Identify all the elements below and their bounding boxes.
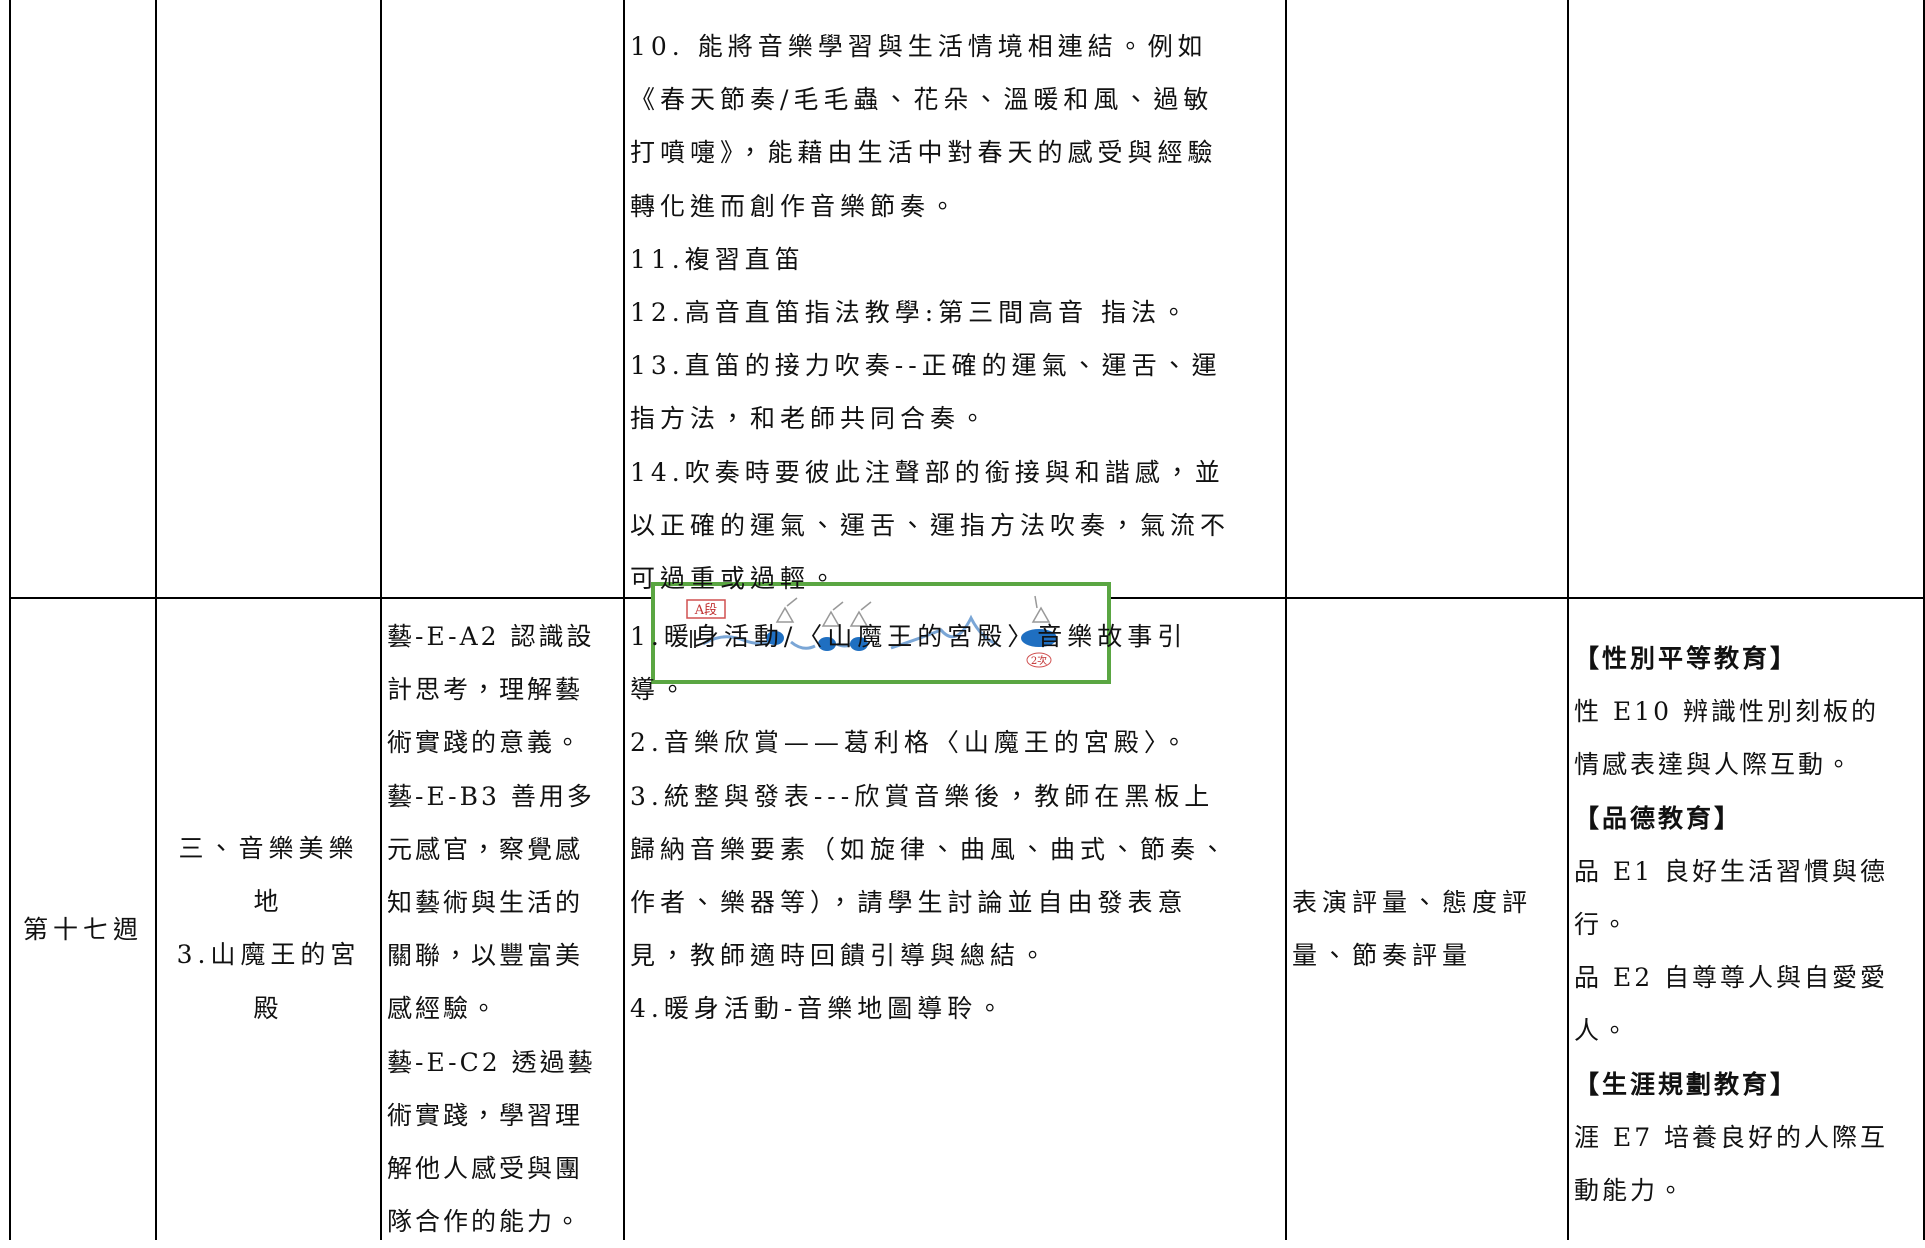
section-tag bbox=[686, 599, 726, 619]
cell-text: 地 bbox=[253, 887, 284, 917]
cell-text: 指方法，和老師共同合奏。 bbox=[630, 404, 991, 434]
note bbox=[818, 637, 836, 651]
cell-text: 13.直笛的接力吹奏--正確的運氣、運舌、運 bbox=[630, 351, 1222, 381]
note bbox=[766, 631, 784, 645]
cell-text: 藝-E-A2 認識設 bbox=[387, 622, 595, 651]
cell-text: 打噴嚏》，能藉由生活中對春天的感受與經驗 bbox=[630, 138, 1218, 168]
melody-line bbox=[790, 640, 816, 650]
cell-text: 10. 能將音樂學習與生活情境相連結。例如 bbox=[630, 32, 1208, 61]
figure-label: A段 bbox=[694, 603, 717, 618]
border bbox=[1567, 0, 1569, 1240]
repeat-tag bbox=[1026, 652, 1052, 668]
cell-text: 量、節奏評量 bbox=[1292, 941, 1473, 971]
cell-text: 品 E2 自尊尊人與自愛愛 bbox=[1574, 963, 1889, 993]
cell-text: 術實踐的意義。 bbox=[387, 728, 584, 758]
cell-text: 見，教師適時回饋引導與總結。 bbox=[630, 941, 1051, 971]
cell-text: 可過重或過輕。 bbox=[630, 564, 841, 593]
cell-text: 隊合作的能力。 bbox=[387, 1207, 584, 1237]
cell-text: 1.暖身活動/〈山魔王的宮殿〉音樂故事引 bbox=[630, 622, 1188, 651]
border bbox=[155, 0, 157, 1240]
cell-text: 表演評量、態度評 bbox=[1292, 888, 1533, 917]
cell-text: 歸納音樂要素（如旋律、曲風、曲式、節奏、 bbox=[630, 834, 1231, 864]
border bbox=[380, 0, 382, 1240]
cell-text: 殿 bbox=[253, 993, 284, 1023]
cell-text: 涯 E7 培養良好的人際互 bbox=[1574, 1122, 1889, 1152]
cell-text: 《春天節奏/毛毛蟲、花朵、溫暖和風、過敏 bbox=[630, 85, 1214, 115]
cell-text: 12.高音直笛指法教學:第三間高音 指法。 bbox=[630, 298, 1192, 327]
cell-text: 解他人感受與團 bbox=[387, 1154, 584, 1183]
cell-text: 藝-E-C2 透過藝 bbox=[387, 1047, 596, 1077]
border bbox=[623, 0, 625, 1240]
note bbox=[1021, 629, 1057, 647]
cell-text: 術實踐，學習理 bbox=[387, 1100, 584, 1130]
border bbox=[9, 0, 11, 1240]
figure-label: 2次 bbox=[1031, 655, 1047, 667]
cell-text: 14.吹奏時要彼此注聲部的銜接與和諧感，並 bbox=[630, 457, 1225, 487]
cell-text: 【性別平等教育】 bbox=[1574, 644, 1799, 673]
cell-text: 以正確的運氣、運舌、運指方法吹奏，氣流不 bbox=[630, 510, 1231, 540]
cell-text: 知藝術與生活的 bbox=[387, 888, 584, 917]
cell-text: 關聯，以豐富美 bbox=[387, 941, 584, 971]
barline bbox=[690, 630, 696, 648]
cell-text: 11.複習直笛 bbox=[630, 244, 805, 274]
cell-text: 作者、樂器等），請學生討論並自由發表意 bbox=[630, 888, 1188, 917]
border bbox=[1285, 0, 1287, 1240]
cell-text: 2.音樂欣賞——葛利格〈山魔王的宮殿〉。 bbox=[630, 728, 1192, 758]
cell-text: 藝-E-B3 善用多 bbox=[387, 781, 595, 811]
melody-line bbox=[890, 614, 998, 650]
melody-line bbox=[836, 642, 852, 648]
cell-text: 4.暖身活動-音樂地圖導聆。 bbox=[630, 994, 1008, 1024]
cell-text: 元感官，察覺感 bbox=[387, 834, 584, 864]
cell-text: 感經驗。 bbox=[387, 994, 500, 1024]
cell-text: 3.統整與發表---欣賞音樂後，教師在黑板上 bbox=[630, 781, 1215, 811]
note bbox=[850, 637, 868, 651]
cell-text: 動能力。 bbox=[1574, 1176, 1687, 1205]
cell-text: 人。 bbox=[1574, 1016, 1631, 1046]
cell-text: 計思考，理解藝 bbox=[387, 675, 584, 705]
cell-text: 【品德教育】 bbox=[1574, 803, 1743, 833]
cell-text: 三、音樂美樂 bbox=[178, 834, 359, 863]
border bbox=[1923, 0, 1925, 1240]
cell-text: 3.山魔王的宮 bbox=[176, 940, 361, 970]
cell-text: 行。 bbox=[1574, 910, 1631, 939]
cell-text: 第十七週 bbox=[22, 915, 143, 944]
cell-text: 品 E1 良好生活習慣與德 bbox=[1574, 856, 1889, 886]
cell-text: 情感表達與人際互動。 bbox=[1574, 750, 1855, 780]
cell-text: 【生涯規劃教育】 bbox=[1574, 1069, 1799, 1099]
music-map-figure: A段 2次 bbox=[651, 582, 1111, 684]
cell-text: 導。 bbox=[630, 675, 691, 705]
cell-text: 轉化進而創作音樂節奏。 bbox=[630, 191, 961, 221]
cell-text: 性 E10 辨識性別刻板的 bbox=[1574, 697, 1879, 727]
triangle-icons bbox=[775, 595, 1051, 627]
